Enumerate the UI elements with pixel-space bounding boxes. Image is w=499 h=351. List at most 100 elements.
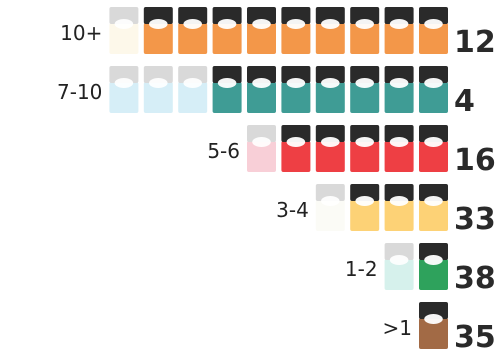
row-value: 33 bbox=[454, 202, 496, 237]
pod-highlight bbox=[183, 78, 202, 88]
pod-icon-filled bbox=[384, 125, 414, 172]
pod-body bbox=[419, 318, 448, 349]
pod-cap bbox=[281, 66, 311, 83]
pod-icon-filled bbox=[143, 7, 173, 54]
pod-cap bbox=[281, 125, 311, 142]
pod-icon-filled bbox=[384, 66, 414, 113]
pod-body bbox=[419, 259, 448, 290]
pod-icon-filled bbox=[350, 125, 380, 172]
pod-body bbox=[247, 82, 276, 113]
pod-icons bbox=[109, 7, 448, 349]
pod-body bbox=[384, 23, 414, 54]
pod-highlight bbox=[389, 196, 409, 206]
pod-icon-filled bbox=[247, 66, 276, 113]
pod-highlight bbox=[321, 137, 340, 147]
pod-cap bbox=[384, 125, 414, 142]
pod-highlight bbox=[389, 255, 409, 265]
pod-icon-filled bbox=[419, 125, 448, 172]
pod-icon-pale bbox=[143, 66, 173, 113]
pod-icon-pale bbox=[384, 243, 414, 290]
pod-body bbox=[315, 141, 345, 172]
pod-cap bbox=[212, 66, 242, 83]
row-label: 5-6 bbox=[207, 139, 240, 163]
pod-cap bbox=[315, 125, 345, 142]
pod-icon-filled bbox=[315, 66, 345, 113]
pod-highlight bbox=[355, 19, 374, 29]
pod-highlight bbox=[321, 78, 340, 88]
pod-highlight bbox=[424, 255, 443, 265]
pod-cap bbox=[315, 66, 345, 83]
pod-cap bbox=[109, 66, 139, 83]
pod-cap bbox=[350, 66, 380, 83]
pod-icon-filled bbox=[212, 66, 242, 113]
pod-icon-filled bbox=[281, 7, 311, 54]
pod-highlight bbox=[252, 78, 271, 88]
pod-cap bbox=[178, 7, 208, 24]
pod-cap bbox=[384, 7, 414, 24]
pod-highlight bbox=[321, 19, 340, 29]
pod-cap bbox=[419, 243, 448, 260]
pod-highlight bbox=[321, 196, 340, 206]
pod-icon-filled bbox=[178, 7, 208, 54]
pod-cap bbox=[384, 243, 414, 260]
pod-body bbox=[350, 141, 380, 172]
pod-icon-filled bbox=[419, 7, 448, 54]
pod-body bbox=[384, 259, 414, 290]
pod-highlight bbox=[424, 19, 443, 29]
pod-body bbox=[384, 200, 414, 231]
pod-icon-filled bbox=[350, 66, 380, 113]
pod-body bbox=[384, 141, 414, 172]
pod-icon-filled bbox=[247, 7, 276, 54]
pod-icon-filled bbox=[419, 184, 448, 231]
pod-icon-pale bbox=[109, 66, 139, 113]
pod-highlight bbox=[286, 78, 306, 88]
row-label: >1 bbox=[383, 316, 412, 340]
pod-icon-pale bbox=[315, 184, 345, 231]
pod-cap bbox=[350, 125, 380, 142]
pod-highlight bbox=[424, 314, 443, 324]
pod-body bbox=[350, 200, 380, 231]
pod-highlight bbox=[286, 137, 306, 147]
value-labels: 12 4 16 33 38 35 bbox=[454, 25, 496, 351]
row-label: 7-10 bbox=[57, 80, 102, 104]
pod-cap bbox=[350, 7, 380, 24]
row-value: 12 bbox=[454, 25, 496, 60]
pod-body bbox=[143, 82, 173, 113]
pod-icon-filled bbox=[315, 7, 345, 54]
pod-cap bbox=[315, 184, 345, 201]
pod-icon-filled bbox=[384, 184, 414, 231]
pod-cap bbox=[419, 66, 448, 83]
pod-icon-filled bbox=[384, 7, 414, 54]
pod-highlight bbox=[217, 78, 237, 88]
pod-highlight bbox=[355, 196, 374, 206]
pod-highlight bbox=[424, 137, 443, 147]
pod-icon-filled bbox=[281, 125, 311, 172]
pod-body bbox=[315, 200, 345, 231]
row-value: 38 bbox=[454, 261, 496, 296]
pod-icon-filled bbox=[350, 184, 380, 231]
pod-cap bbox=[384, 184, 414, 201]
pod-body bbox=[350, 82, 380, 113]
pod-icon-filled bbox=[419, 302, 448, 349]
pod-body bbox=[109, 82, 139, 113]
pod-highlight bbox=[114, 78, 134, 88]
pod-body bbox=[212, 23, 242, 54]
pod-body bbox=[281, 23, 311, 54]
pod-highlight bbox=[355, 78, 374, 88]
pod-highlight bbox=[389, 78, 409, 88]
pod-cap bbox=[384, 66, 414, 83]
pod-cap bbox=[350, 184, 380, 201]
pod-icon-filled bbox=[350, 7, 380, 54]
pod-highlight bbox=[424, 196, 443, 206]
pod-cap bbox=[247, 7, 276, 24]
pod-icon-pale bbox=[109, 7, 139, 54]
pod-highlight bbox=[114, 19, 134, 29]
pod-body bbox=[143, 23, 173, 54]
pod-body bbox=[350, 23, 380, 54]
pod-cap bbox=[419, 125, 448, 142]
row-label: 10+ bbox=[60, 21, 102, 45]
pod-body bbox=[281, 82, 311, 113]
pod-cap bbox=[178, 66, 208, 83]
row-labels: 10+ 7-10 5-6 3-4 1-2 >1 bbox=[57, 21, 412, 340]
